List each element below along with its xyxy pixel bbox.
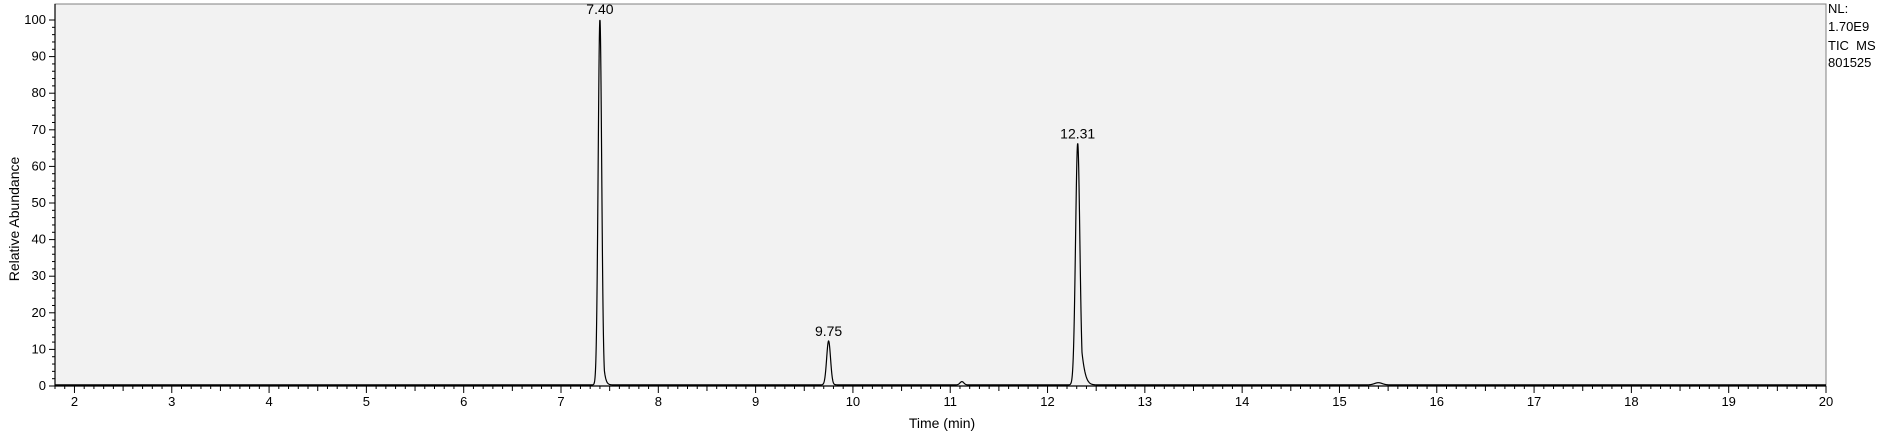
plot-area xyxy=(54,3,1827,387)
y-tick-label: 30 xyxy=(32,268,46,283)
x-tick-label: 15 xyxy=(1332,394,1346,409)
x-tick-label: 12 xyxy=(1040,394,1054,409)
x-tick-label: 10 xyxy=(846,394,860,409)
labels-layer: 7.40 9.75 12.31 xyxy=(586,1,1095,339)
x-tick-label: 7 xyxy=(557,394,564,409)
peak-label: 7.40 xyxy=(586,1,613,17)
x-axis-title: Time (min) xyxy=(909,415,975,431)
tic-trace-line xyxy=(55,19,1826,386)
y-tick-label: 10 xyxy=(32,341,46,356)
x-tick-label: 14 xyxy=(1235,394,1249,409)
x-tick-label: 9 xyxy=(752,394,759,409)
y-tick-label: 50 xyxy=(32,195,46,210)
x-tick-label: 13 xyxy=(1138,394,1152,409)
nl-value: 1.70E9 xyxy=(1828,19,1869,34)
x-tick-label: 3 xyxy=(168,394,175,409)
x-tick-label: 4 xyxy=(265,394,272,409)
peak-label: 12.31 xyxy=(1060,125,1095,141)
y-tick-label: 0 xyxy=(39,378,46,393)
trace-label: TIC MS xyxy=(1828,38,1876,53)
x-tick-label: 11 xyxy=(943,394,957,409)
y-axis-title: Relative Abundance xyxy=(6,157,22,282)
y-tick-label: 70 xyxy=(32,122,46,137)
nl-label: NL: xyxy=(1828,1,1848,16)
peak-label: 9.75 xyxy=(815,323,842,339)
y-tick-label: 80 xyxy=(32,85,46,100)
y-tick-label: 60 xyxy=(32,158,46,173)
x-tick-label: 18 xyxy=(1624,394,1638,409)
trace-layer xyxy=(55,19,1826,386)
x-tick-label: 16 xyxy=(1430,394,1444,409)
x-tick-label: 19 xyxy=(1721,394,1735,409)
x-tick-label: 5 xyxy=(363,394,370,409)
x-tick-label: 6 xyxy=(460,394,467,409)
x-tick-label: 2 xyxy=(71,394,78,409)
sample-id: 801525 xyxy=(1828,55,1871,70)
x-tick-label: 20 xyxy=(1819,394,1833,409)
y-tick-label: 20 xyxy=(32,305,46,320)
axes-layer: 0 10 20 30 40 50 60 70 80 90 100 2 3 4 5 6 7 8 9 10 11 12 13 14… xyxy=(24,4,1833,409)
y-tick-label: 40 xyxy=(32,232,46,247)
x-tick-label: 8 xyxy=(655,394,662,409)
y-tick-label: 100 xyxy=(24,12,46,27)
y-tick-label: 90 xyxy=(32,49,46,64)
x-tick-label: 17 xyxy=(1527,394,1541,409)
